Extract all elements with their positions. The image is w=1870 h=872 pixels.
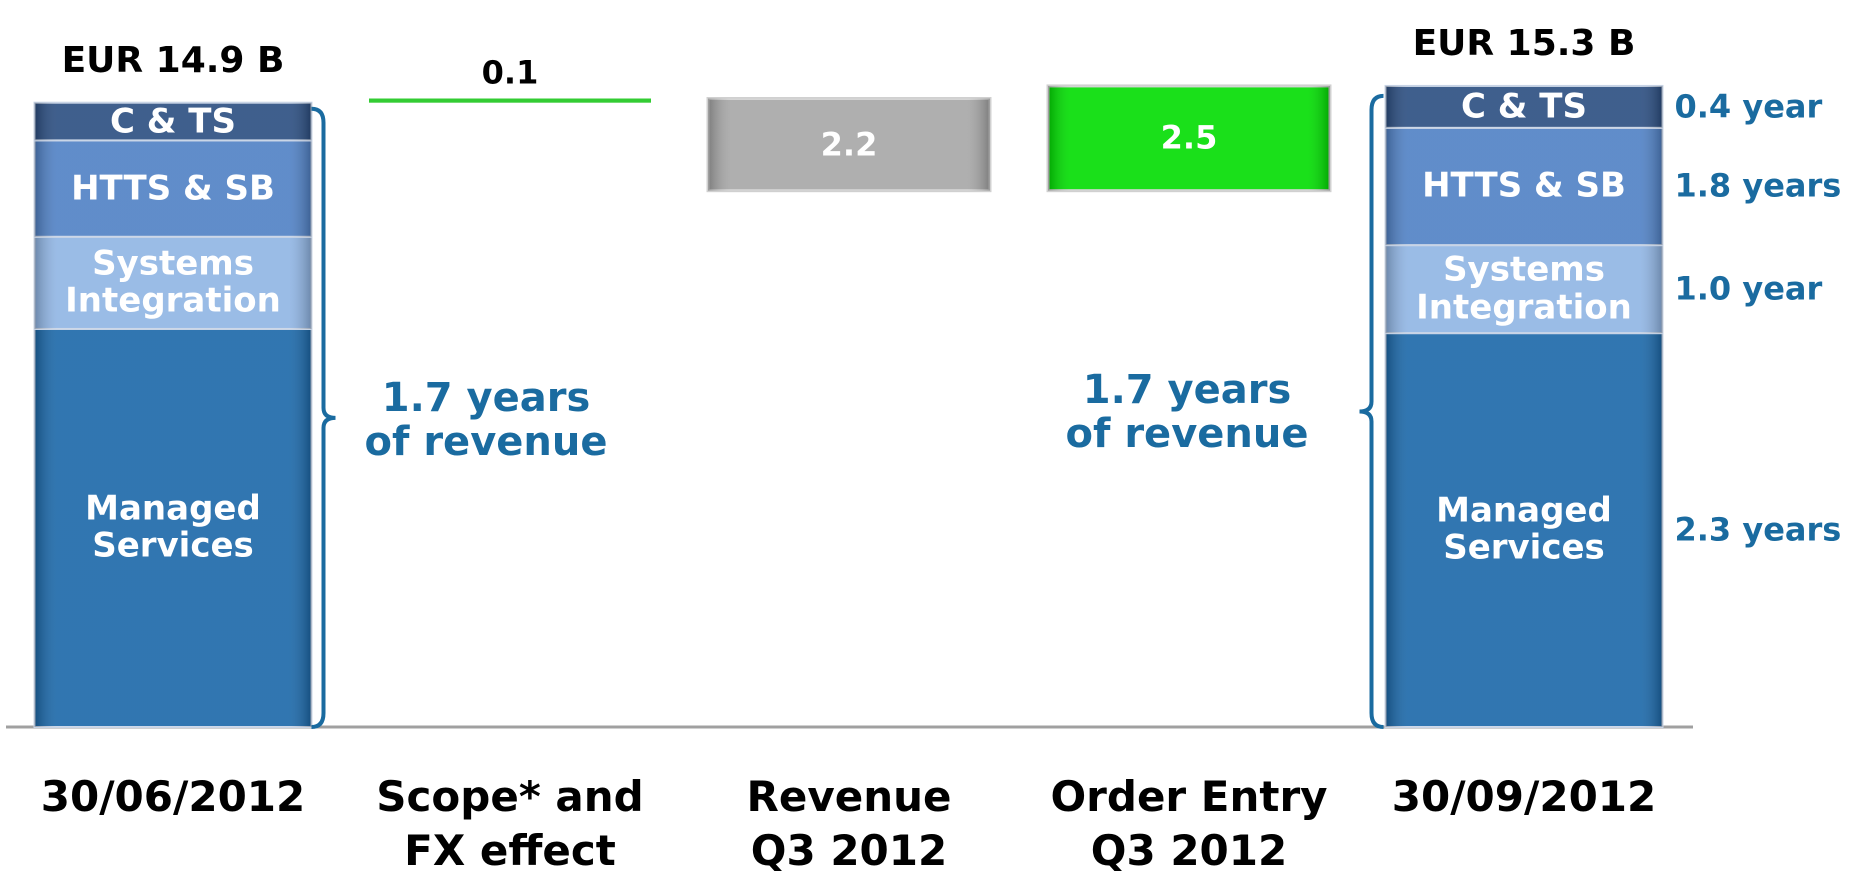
- coverage-label: 2.3 years: [1674, 510, 1842, 549]
- coverage-label: 1.8 years: [1674, 166, 1842, 205]
- annotation: 1.7 years of revenue: [364, 375, 608, 465]
- coverage-label: 0.4 year: [1674, 87, 1823, 126]
- value-label: 2.2: [820, 124, 878, 163]
- bar-shine: [34, 140, 312, 237]
- x-tick-label: 30/09/2012: [1391, 772, 1657, 821]
- segment-label: HTTS & SB: [1422, 165, 1626, 206]
- bar-shine: [34, 102, 312, 141]
- segment-label: C & TS: [110, 100, 236, 141]
- bar-shine: [1385, 85, 1663, 128]
- segment-label: C & TS: [1461, 86, 1587, 127]
- bar-shine: [708, 98, 990, 191]
- total-label: EUR 15.3 B: [1412, 23, 1636, 65]
- segment-label: HTTS & SB: [71, 167, 275, 208]
- bar-shine: [34, 328, 312, 727]
- annotation: 1.7 years of revenue: [1065, 367, 1309, 457]
- coverage-label: 1.0 year: [1674, 269, 1823, 308]
- x-tick-label: Order Entry Q3 2012: [1050, 772, 1328, 872]
- value-label: 0.1: [481, 52, 539, 91]
- segment-label: Managed Services: [85, 488, 261, 566]
- bar-shine: [1385, 333, 1663, 727]
- segment-label: Systems Integration: [1416, 249, 1632, 328]
- bar-shine: [1385, 127, 1663, 246]
- x-tick-label: 30/06/2012: [40, 772, 306, 821]
- bracket: [1359, 93, 1384, 729]
- bar-shine: [1385, 245, 1663, 334]
- bar-shine: [1048, 85, 1330, 191]
- total-label: EUR 14.9 B: [61, 39, 285, 81]
- segment-label: Systems Integration: [65, 243, 281, 321]
- value-label: 2.5: [1160, 118, 1218, 157]
- x-tick-label: Scope* and FX effect: [376, 772, 644, 872]
- x-tick-label: Revenue Q3 2012: [746, 772, 952, 872]
- bar-shine: [34, 236, 312, 329]
- segment-label: Managed Services: [1436, 490, 1612, 569]
- change-bar: [369, 98, 651, 103]
- bracket: [311, 106, 336, 729]
